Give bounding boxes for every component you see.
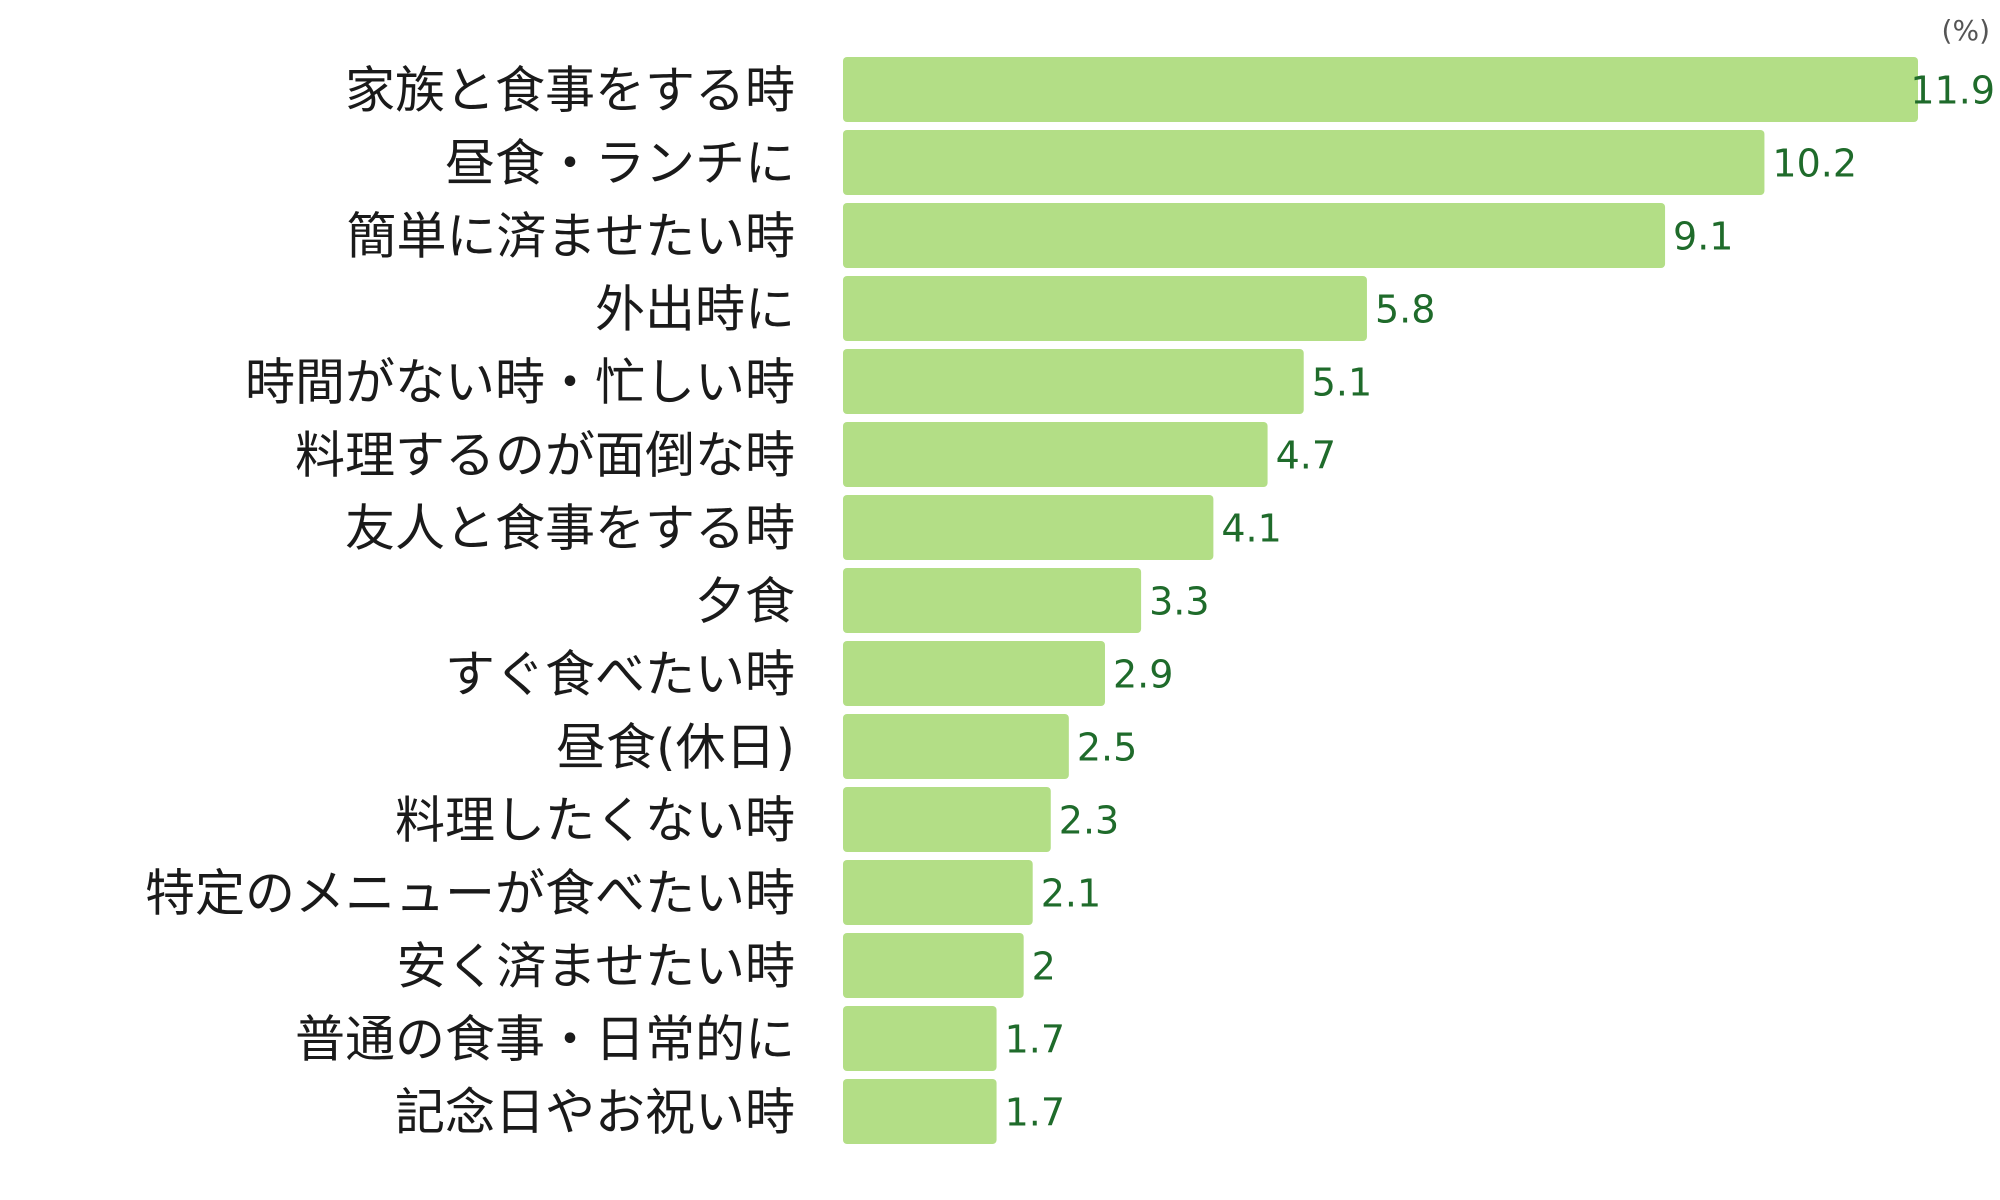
bar — [843, 422, 1268, 487]
category-labels: 家族と食事をする時昼食・ランチに簡単に済ませたい時外出時に時間がない時・忙しい時… — [145, 62, 795, 1142]
unit-label: (%) — [1942, 14, 1990, 47]
bar — [843, 641, 1105, 706]
value-label: 4.7 — [1276, 434, 1336, 478]
value-label: 2 — [1032, 945, 1056, 989]
bar — [843, 57, 1918, 122]
bar — [843, 787, 1051, 852]
category-label: すぐ食べたい時 — [445, 646, 795, 704]
bar — [843, 568, 1142, 633]
bar — [843, 130, 1765, 195]
bar — [843, 1006, 997, 1071]
category-label: 料理したくない時 — [395, 792, 795, 850]
value-label: 1.7 — [1005, 1018, 1065, 1062]
category-label: 時間がない時・忙しい時 — [245, 354, 795, 412]
bar — [843, 495, 1214, 560]
value-label: 2.5 — [1077, 726, 1137, 770]
bar — [843, 203, 1666, 268]
value-label: 5.1 — [1312, 361, 1372, 405]
value-labels: 11.9 10.2 9.1 5.85.1 4.7 4.1 3.3 2.9 2.5 2.3 2.1 2 1… — [1005, 69, 1995, 1135]
category-label: 昼食(休日) — [556, 719, 795, 777]
value-label: 2.9 — [1113, 653, 1173, 697]
bar — [843, 1079, 997, 1144]
bar — [843, 349, 1304, 414]
value-label: 10.2 — [1772, 142, 1857, 186]
value-label: 4.1 — [1221, 507, 1281, 551]
bar — [843, 714, 1069, 779]
category-label: 昼食・ランチに — [445, 135, 795, 193]
bars-group — [843, 57, 1918, 1144]
value-label: 9.1 — [1673, 215, 1733, 259]
category-label: 料理するのが面倒な時 — [295, 427, 795, 485]
value-label: 5.8 — [1375, 288, 1435, 332]
category-label: 普通の食事・日常的に — [295, 1011, 795, 1069]
category-label: 記念日やお祝い時 — [395, 1084, 795, 1142]
category-label: 安く済ませたい時 — [397, 938, 796, 996]
value-label: 2.1 — [1041, 872, 1101, 916]
category-label: 友人と食事をする時 — [345, 500, 795, 558]
category-label: 特定のメニューが食べたい時 — [145, 865, 795, 923]
value-label: 11.9 — [1910, 69, 1995, 113]
bar — [843, 860, 1033, 925]
bar — [843, 933, 1024, 998]
category-label: 外出時に — [595, 281, 795, 339]
category-label: 夕食 — [695, 573, 795, 631]
category-label: 家族と食事をする時 — [345, 62, 795, 120]
value-label: 3.3 — [1149, 580, 1209, 624]
bar — [843, 276, 1367, 341]
value-label: 2.3 — [1059, 799, 1119, 843]
value-label: 1.7 — [1005, 1091, 1065, 1135]
category-label: 簡単に済ませたい時 — [347, 208, 796, 266]
